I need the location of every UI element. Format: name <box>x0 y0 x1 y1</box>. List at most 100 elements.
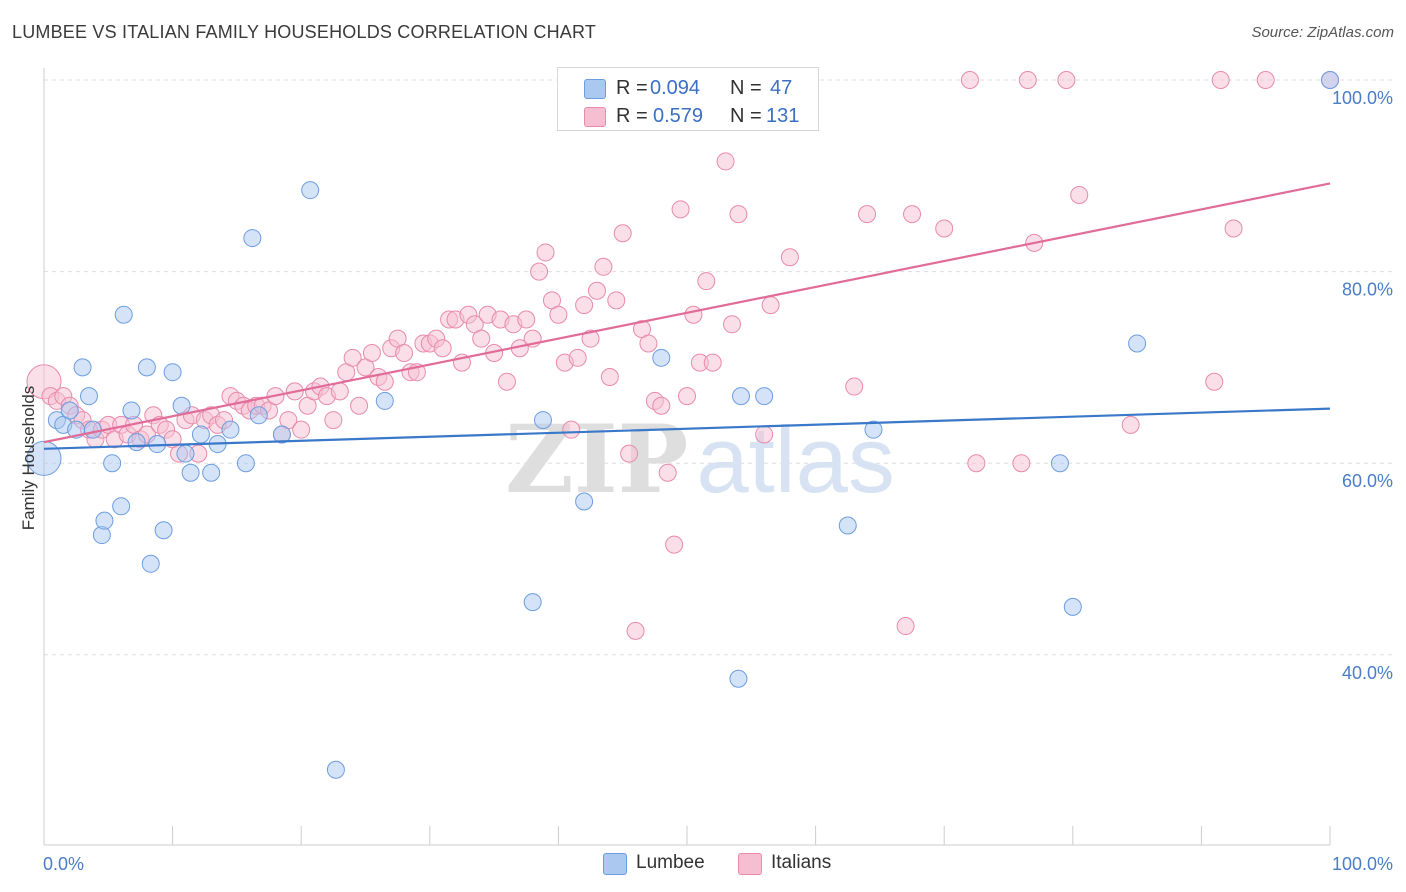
italians-point <box>671 200 690 219</box>
italians-point <box>780 248 799 267</box>
italians-point <box>703 353 722 372</box>
italians-point <box>607 291 626 310</box>
italians-point <box>581 329 600 348</box>
lumbee-point <box>533 411 552 430</box>
legend-italians-r: 0.579 <box>653 105 704 127</box>
italians-point <box>755 425 774 444</box>
italians-point <box>697 272 716 291</box>
lumbee-point <box>732 387 751 406</box>
italians-point <box>658 463 677 482</box>
lumbee-point <box>1128 334 1147 353</box>
italians-point <box>472 329 491 348</box>
legend-r-label: R = <box>616 105 648 127</box>
y-axis-label: Family Households <box>19 386 38 531</box>
italians-point <box>960 71 979 89</box>
lumbee-point <box>652 348 671 367</box>
italians-point <box>858 205 877 224</box>
lumbee-point <box>729 669 748 688</box>
lumbee-point <box>60 401 79 420</box>
lumbee-point <box>301 181 320 200</box>
lumbee-point <box>122 401 141 420</box>
italians-point <box>292 420 311 439</box>
italians-point <box>652 396 671 415</box>
lumbee-point <box>1050 454 1069 473</box>
lumbee-point <box>249 406 268 425</box>
lumbee-point <box>83 420 102 439</box>
lumbee-point <box>838 516 857 535</box>
italians-point <box>896 617 915 636</box>
lumbee-point <box>1063 597 1082 616</box>
bottom-legend-italians-label: Italians <box>771 852 832 873</box>
legend-italians-n: 131 <box>766 105 800 127</box>
lumbee-point <box>221 420 240 439</box>
lumbee-point <box>191 425 210 444</box>
trend-lines <box>43 182 1331 450</box>
italians-point <box>536 243 555 262</box>
data-points <box>26 71 1339 779</box>
lumbee-point <box>141 554 160 573</box>
lumbee-point <box>176 444 195 463</box>
italians-point <box>1211 71 1230 89</box>
italians-point <box>665 535 684 554</box>
italians-point <box>343 348 362 367</box>
italians-point <box>497 372 516 391</box>
lumbee-point <box>137 358 156 377</box>
italians-point <box>845 377 864 396</box>
lumbee-point <box>114 305 133 324</box>
bottom-legend-lumbee-label: Lumbee <box>636 852 705 873</box>
italians-point <box>517 310 536 329</box>
legend-lumbee-n: 47 <box>770 77 793 99</box>
italians-point <box>903 205 922 224</box>
italians-point <box>395 344 414 363</box>
y-tick-label: 40.0% <box>1342 663 1393 683</box>
source-label: Source: ZipAtlas.com <box>1251 24 1394 41</box>
legend-row-italians: R = 0.579 N = 131 <box>558 102 818 130</box>
italians-swatch <box>738 853 762 875</box>
italians-point <box>620 444 639 463</box>
italians-point <box>716 152 735 171</box>
italians-point <box>568 348 587 367</box>
lumbee-point <box>202 463 221 482</box>
italians-trend-line <box>43 182 1331 444</box>
italians-point <box>935 219 954 238</box>
italians-point <box>594 257 613 276</box>
italians-point <box>362 344 381 363</box>
italians-point <box>530 262 549 281</box>
italians-point <box>330 382 349 401</box>
lumbee-point <box>755 387 774 406</box>
lumbee-point <box>80 387 99 406</box>
lumbee-point <box>163 363 182 382</box>
lumbee-trend-line <box>43 407 1331 450</box>
legend: R = 0.094 N = 47 R = 0.579 N = 131 <box>557 67 819 131</box>
italians-point <box>350 396 369 415</box>
lumbee-swatch <box>603 853 627 875</box>
watermark-zip: ZIP <box>505 405 688 515</box>
lumbee-point <box>864 420 883 439</box>
lumbee-point <box>103 454 122 473</box>
italians-point <box>761 296 780 315</box>
italians-point <box>324 411 343 430</box>
watermark: ZIPatlas <box>505 405 895 515</box>
lumbee-point <box>112 497 131 516</box>
lumbee-point <box>95 511 114 530</box>
x-tick-max: 100.0% <box>1332 854 1393 874</box>
lumbee-point <box>375 391 394 410</box>
italians-point <box>639 334 658 353</box>
italians-point <box>967 454 986 473</box>
italians-point <box>729 205 748 224</box>
lumbee-point <box>181 463 200 482</box>
lumbee-point <box>523 593 542 612</box>
y-tick-label: 80.0% <box>1342 280 1393 300</box>
lumbee-point <box>127 433 146 452</box>
italians-point <box>562 420 581 439</box>
lumbee-point <box>73 358 92 377</box>
italians-point <box>600 367 619 386</box>
legend-n-label: N = <box>730 105 762 127</box>
lumbee-swatch <box>584 79 606 99</box>
y-tick-label: 60.0% <box>1342 471 1393 491</box>
italians-point <box>1070 185 1089 204</box>
italians-point <box>1256 71 1275 89</box>
lumbee-point <box>172 396 191 415</box>
legend-n-label: N = <box>730 77 762 99</box>
